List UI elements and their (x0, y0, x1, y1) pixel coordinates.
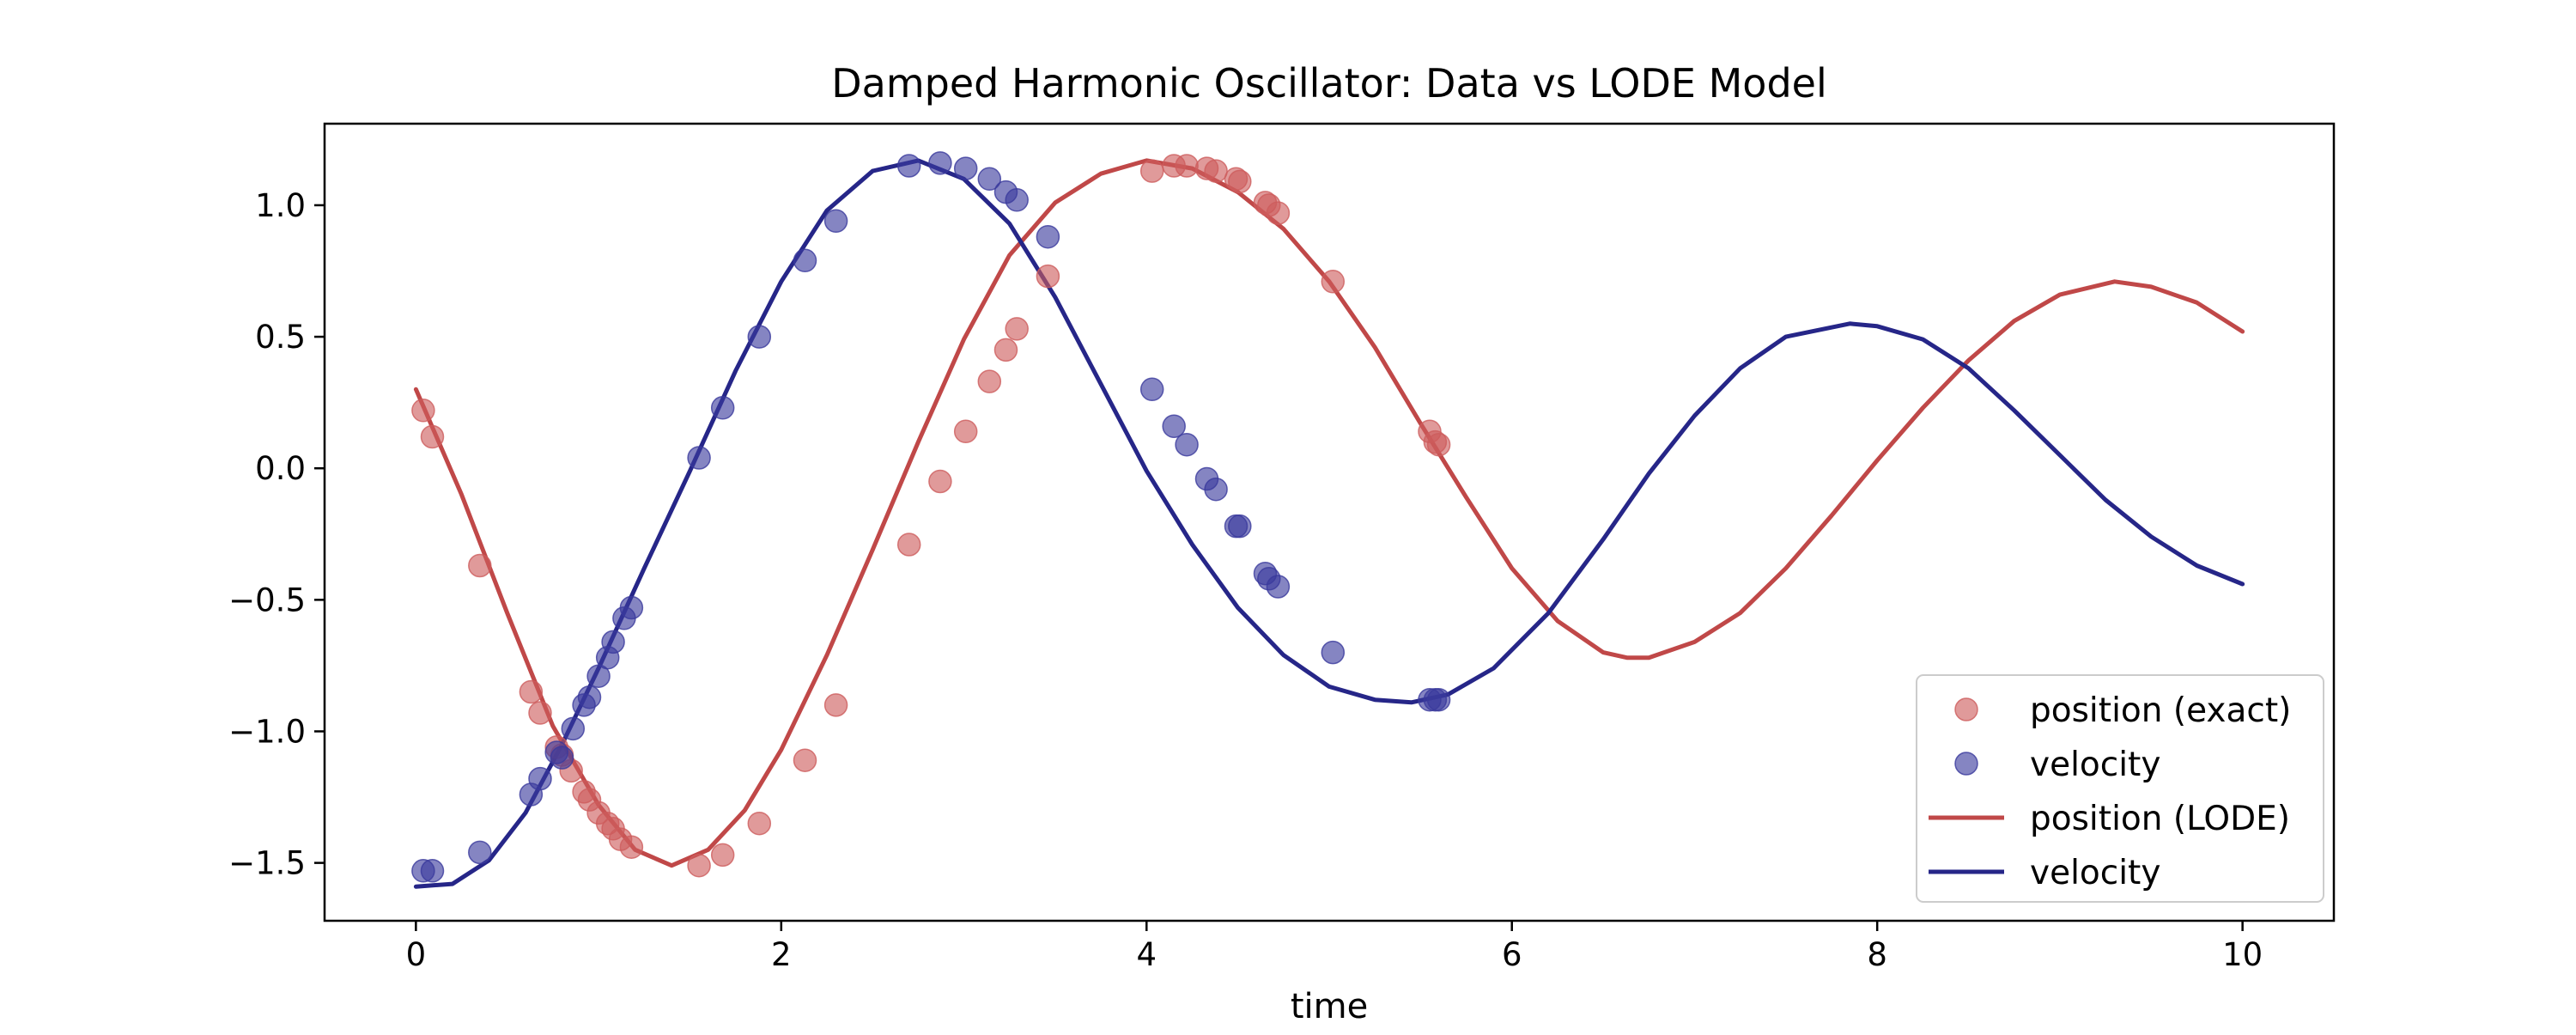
legend-item: velocity (1929, 854, 2160, 892)
data-point (1036, 224, 1060, 249)
data-point (928, 469, 952, 494)
x-tick-label: 10 (2222, 936, 2263, 973)
data-point (1005, 188, 1029, 212)
data-point (977, 167, 1002, 192)
data-point (519, 679, 544, 704)
data-point (1266, 201, 1291, 225)
x-tick-label: 4 (1136, 936, 1157, 973)
data-point (896, 154, 921, 178)
data-point (793, 748, 817, 772)
data-point (977, 369, 1002, 393)
legend-item: velocity (1954, 746, 2160, 784)
line-series-1 (413, 158, 2245, 889)
data-point (823, 693, 848, 717)
data-point (619, 595, 644, 620)
data-point (1266, 575, 1291, 599)
data-point (747, 811, 772, 836)
data-point (1321, 640, 1346, 665)
data-point (1036, 264, 1060, 289)
legend-item: position (exact) (1954, 691, 2291, 730)
data-point (420, 424, 445, 449)
data-point (468, 553, 492, 578)
legend-item: position (LODE) (1929, 800, 2290, 838)
data-point (1228, 514, 1252, 539)
data-point (687, 446, 711, 470)
x-axis-title: time (1291, 987, 1368, 1026)
legend-marker (1954, 697, 1978, 721)
legend-label: velocity (2030, 746, 2160, 784)
plot-frame (323, 122, 2336, 922)
data-point (953, 156, 978, 180)
data-point (420, 859, 445, 883)
data-point (747, 325, 772, 349)
data-point (896, 533, 921, 557)
data-point (1204, 159, 1228, 183)
x-tick-label: 2 (771, 936, 792, 973)
data-point (528, 701, 552, 725)
legend-label: position (exact) (2030, 691, 2291, 730)
legend-box (1916, 674, 2324, 903)
data-point (1204, 477, 1228, 502)
data-point (561, 716, 586, 741)
data-point (619, 835, 644, 859)
data-point (993, 338, 1018, 362)
y-tick-label: 0.0 (255, 450, 306, 487)
chart-title: Damped Harmonic Oscillator: Data vs LODE… (831, 60, 1827, 107)
data-point (1321, 270, 1346, 294)
data-point (1175, 154, 1199, 178)
data-point (411, 399, 435, 423)
data-point (577, 685, 602, 709)
legend-label: position (LODE) (2030, 800, 2290, 838)
data-point (1139, 159, 1164, 183)
x-tick-label: 8 (1867, 936, 1887, 973)
data-point (1005, 317, 1029, 341)
data-point (1175, 432, 1199, 457)
legend-label: velocity (2030, 854, 2160, 892)
x-tick-label: 6 (1502, 936, 1522, 973)
y-tick-label: −1.5 (228, 845, 306, 882)
data-point (823, 209, 848, 234)
x-tick-label: 0 (406, 936, 427, 973)
data-point (793, 248, 817, 273)
data-point (468, 840, 492, 865)
data-point (1139, 377, 1164, 402)
data-point (1426, 687, 1451, 712)
legend-marker (1954, 752, 1978, 776)
y-tick-label: 0.5 (255, 319, 306, 356)
y-tick-label: 1.0 (255, 187, 306, 224)
data-point (1426, 432, 1451, 457)
data-point (528, 766, 552, 791)
legend: position (exact) velocity position (LODE) v… (1916, 674, 2324, 903)
data-point (687, 853, 711, 878)
plot-area (411, 151, 2245, 889)
x-axis: 0 2 4 6 8 10 (406, 921, 2263, 973)
data-point (1162, 414, 1186, 438)
data-point (550, 746, 574, 770)
data-point (710, 843, 735, 868)
data-point (710, 396, 735, 420)
y-tick-label: −1.0 (228, 713, 306, 750)
scatter-series-1 (411, 151, 1451, 883)
data-point (953, 419, 978, 444)
y-axis: −1.5 −1.0 −0.5 0.0 0.5 1.0 (228, 187, 325, 882)
data-point (928, 151, 952, 175)
data-point (1228, 169, 1252, 194)
data-point (601, 630, 625, 654)
y-tick-label: −0.5 (228, 581, 306, 618)
